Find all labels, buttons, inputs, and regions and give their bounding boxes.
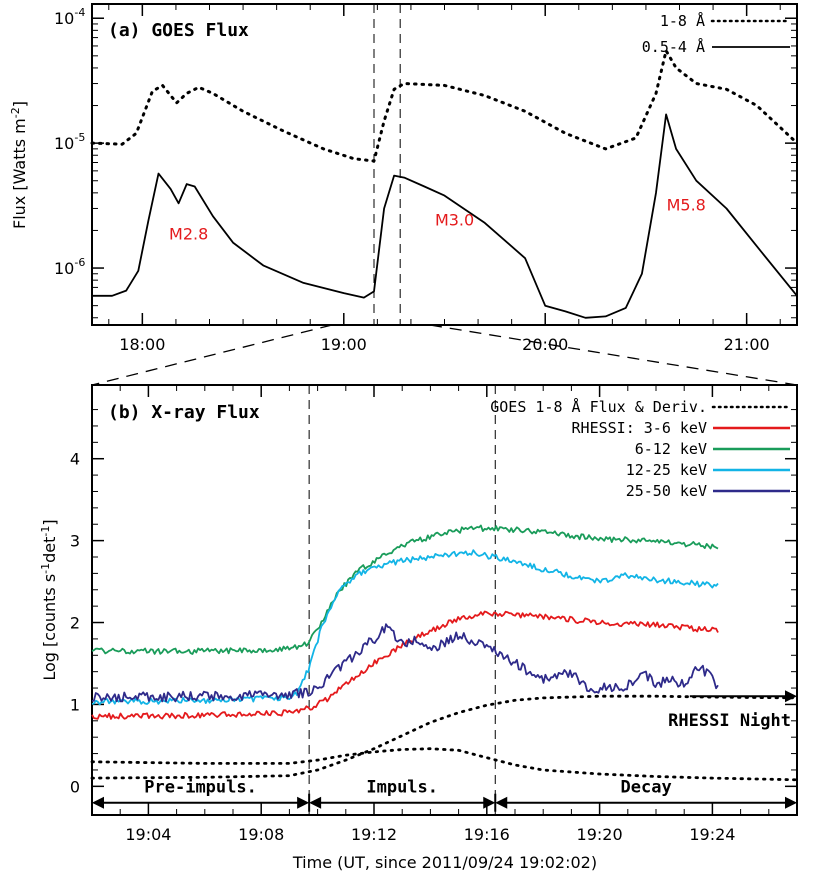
x-tick-label-2: 20:00 [522, 335, 568, 354]
legend-b-series-1: 6-12 keV [635, 440, 707, 458]
y-tick-label-1: 1 [70, 695, 80, 714]
panel-a-x-ticks: 18:00 19:00 20:00 21:00 [108, 4, 781, 354]
x-tick-label-1: 19:00 [321, 335, 367, 354]
panel-b-y-ticks: 0 1 2 3 4 [70, 409, 797, 804]
panel-b-legend: GOES 1-8 Å Flux & Deriv. RHESSI: 3-6 keV… [490, 397, 792, 500]
x-tick-label-3: 21:00 [724, 335, 770, 354]
series-line-goes-1-8 [90, 49, 799, 163]
series-line-goes-1-8-derivative [90, 747, 799, 782]
panel-b-xray-flux: 19:04 19:08 19:12 19:16 19:20 19:24 0 1 2 3 4 Pre… [39, 384, 799, 872]
panel-b-phase-arrows: Pre-impuls. Impuls. Decay [91, 778, 798, 812]
panel-b-label: (b) X-ray Flux [108, 402, 260, 423]
night-label: RHESSI Night [668, 711, 791, 731]
x-tick-label-4: 19:20 [577, 825, 623, 844]
phase-arrow-head-right-0 [297, 796, 310, 809]
series-line-12-25-kev [91, 549, 719, 706]
legend-a-series-0: 1-8 Å [660, 11, 705, 30]
y-tick-label-0: 10-6 [54, 256, 85, 278]
x-tick-label-0: 19:04 [125, 825, 171, 844]
panel-a-flare-markers [373, 4, 401, 325]
zoom-connector-left [91, 324, 333, 386]
panel-b-frame [91, 384, 798, 816]
panel-a-flare-labels: M2.8 M3.0 M5.8 [169, 195, 706, 243]
x-tick-label-0: 18:00 [119, 335, 165, 354]
night-arrow-head [785, 690, 797, 703]
phase-arrow-head-left-1 [309, 796, 322, 809]
panel-a-series [90, 49, 799, 319]
phase-label-0: Pre-impuls. [144, 778, 257, 798]
x-tick-label-2: 19:12 [351, 825, 397, 844]
flare-label-0: M2.8 [169, 224, 208, 243]
y-tick-label-2: 2 [70, 614, 80, 633]
y-tick-label-0: 0 [70, 777, 80, 796]
y-tick-label-1: 10-5 [54, 131, 85, 153]
legend-b-series-2: 12-25 keV [626, 461, 707, 479]
panel-a-y-ticks: 10-6 10-5 10-4 [54, 6, 797, 319]
panel-b-phase-markers [308, 385, 496, 815]
y-tick-label-4: 4 [70, 450, 80, 469]
flare-label-2: M5.8 [667, 195, 706, 214]
phase-arrow-head-right-1 [483, 796, 496, 809]
x-tick-label-1: 19:08 [238, 825, 284, 844]
series-line-6-12-kev [91, 524, 719, 655]
panel-a-label: (a) GOES Flux [108, 20, 249, 41]
y-tick-label-3: 3 [70, 532, 80, 551]
panel-a-legend: 1-8 Å 0.5-4 Å [642, 11, 792, 56]
legend-a-series-1: 0.5-4 Å [642, 37, 705, 56]
zoom-connector-right [429, 324, 798, 386]
phase-arrow-head-left-0 [92, 796, 104, 809]
series-line-25-50-kev [91, 623, 719, 703]
series-line-3-6-kev [91, 610, 719, 720]
phase-arrow-head-right-2 [785, 796, 797, 809]
legend-b-series-3: 25-50 keV [626, 482, 707, 500]
phase-label-1: Impuls. [366, 778, 438, 798]
zoom-connectors [91, 324, 798, 386]
panel-b-night-arrow: RHESSI Night [668, 690, 797, 731]
panel-b-xlabel: Time (UT, since 2011/09/24 19:02:02) [292, 853, 597, 872]
series-line-goes-0-5-4 [92, 113, 798, 319]
phase-arrow-head-left-2 [495, 796, 508, 809]
legend-b-title: GOES 1-8 Å Flux & Deriv. [490, 397, 707, 416]
phase-label-2: Decay [621, 778, 672, 798]
panel-b-x-ticks: 19:04 19:08 19:12 19:16 19:20 19:24 [91, 385, 798, 844]
panel-b-series [90, 524, 799, 782]
y-tick-label-2: 10-4 [54, 6, 85, 28]
x-tick-label-5: 19:24 [689, 825, 735, 844]
x-tick-label-3: 19:16 [464, 825, 510, 844]
panel-a-ylabel: Flux [Watts m-2] [9, 101, 29, 229]
panel-a-goes-flux: 18:00 19:00 20:00 21:00 10-6 10-5 10-4 M2.8 M3… [9, 3, 799, 354]
flare-label-1: M3.0 [435, 210, 474, 229]
series-line-goes-1-8-flux [90, 694, 799, 780]
legend-b-series-0: RHESSI: 3-6 keV [572, 419, 707, 437]
panel-b-ylabel: Log [counts s-1det-1] [39, 519, 59, 680]
